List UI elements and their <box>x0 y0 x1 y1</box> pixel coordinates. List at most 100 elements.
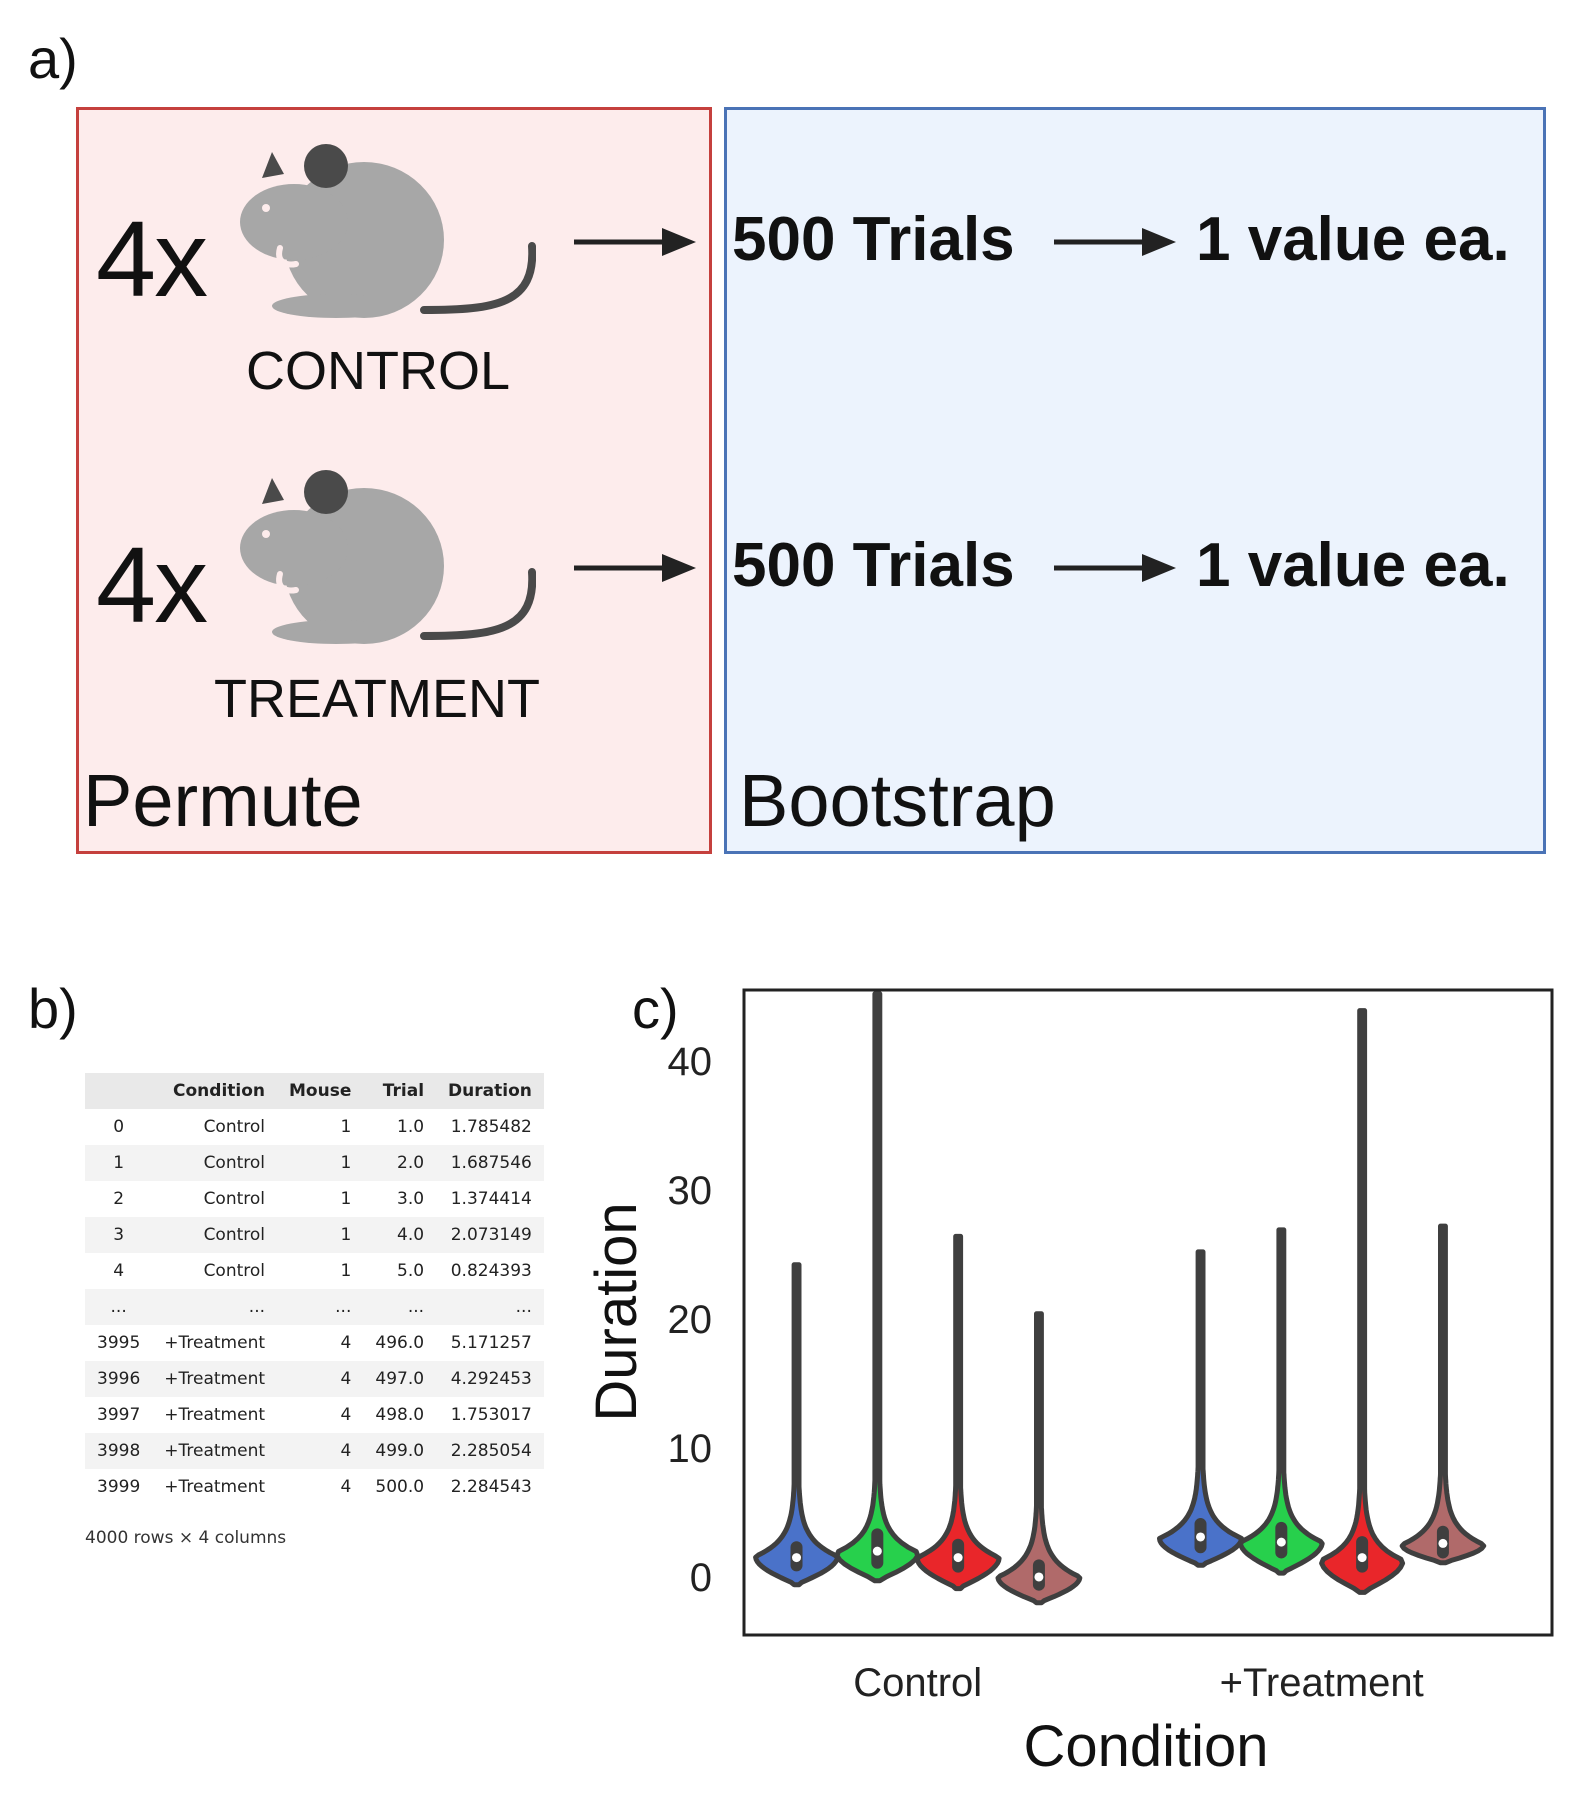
violin-body <box>1157 1249 1244 1568</box>
table-cell: ... <box>277 1289 364 1325</box>
table-row: 3995 +Treatment 4 496.0 5.171257 <box>85 1325 544 1361</box>
panel-a-letter: a) <box>28 27 78 90</box>
treatment-label: TREATMENT <box>214 669 540 729</box>
row-index: 0 <box>113 1117 125 1137</box>
row-index: 4 <box>113 1261 125 1281</box>
table-cell: 1.753017 <box>450 1405 532 1425</box>
mouse-icon <box>240 470 536 644</box>
control-trials: 500 Trials <box>732 205 1015 274</box>
table-row: 3997 +Treatment 4 498.0 1.753017 <box>85 1397 544 1433</box>
table-cell: 4 <box>340 1333 352 1353</box>
table-row: 4 Control 1 5.0 0.824393 <box>85 1253 544 1289</box>
table-cell: 497.0 <box>363 1361 437 1397</box>
table-cell: 2.284543 <box>450 1477 532 1497</box>
table-cell: 498.0 <box>375 1405 425 1425</box>
column-header: Mouse <box>277 1073 364 1109</box>
table-row: ............... <box>85 1289 544 1325</box>
x-tick-label: Control <box>853 1661 982 1705</box>
arrow-right-icon <box>1054 554 1176 582</box>
violin-body <box>834 991 921 1584</box>
violin-body <box>1399 1223 1487 1566</box>
row-index: 3998 <box>85 1433 153 1469</box>
panel-b-letter: b) <box>28 977 78 1040</box>
violin-median-point <box>1276 1537 1286 1547</box>
row-index: 3997 <box>97 1405 141 1425</box>
table-header-row: Condition Mouse Trial Duration <box>85 1073 544 1109</box>
table-cell: Control <box>203 1117 266 1137</box>
table-shape-caption: 4000 rows × 4 columns <box>85 1528 287 1548</box>
table-cell: Control <box>203 1261 266 1281</box>
arrow-right-icon <box>574 228 696 256</box>
table-cell: 4 <box>340 1477 352 1497</box>
table-cell: ... <box>436 1289 544 1325</box>
violin-body <box>753 1262 840 1588</box>
table-cell: 4.0 <box>363 1217 437 1253</box>
treatment-count: 4x <box>96 524 208 645</box>
control-count: 4x <box>96 198 208 319</box>
treatment-result: 1 value ea. <box>1196 531 1510 600</box>
violin-body <box>1319 1008 1406 1595</box>
table-cell: 5.171257 <box>450 1333 532 1353</box>
table-cell: 5.0 <box>397 1261 425 1281</box>
violin-median-point <box>1357 1553 1367 1563</box>
y-tick-label: 0 <box>690 1556 712 1600</box>
row-index: 1 <box>85 1145 153 1181</box>
table-cell: +Treatment <box>164 1405 266 1425</box>
table-cell: 4 <box>277 1361 364 1397</box>
y-tick-label: 20 <box>668 1298 713 1342</box>
table-cell: 1.0 <box>397 1117 425 1137</box>
table-cell: 1 <box>277 1217 364 1253</box>
column-header: Duration <box>436 1073 544 1109</box>
arrow-right-icon <box>574 554 696 582</box>
bootstrap-box: Bootstrap <box>724 107 1546 854</box>
violin-body <box>995 1311 1083 1606</box>
table-cell: +Treatment <box>164 1477 266 1497</box>
y-tick-label: 10 <box>668 1427 713 1471</box>
table-cell: 2.285054 <box>436 1433 544 1469</box>
table-row: 3 Control 1 4.0 2.073149 <box>85 1217 544 1253</box>
y-tick-label: 30 <box>668 1169 713 1213</box>
table-cell: 496.0 <box>375 1333 425 1353</box>
row-index: 3995 <box>97 1333 141 1353</box>
table-cell: +Treatment <box>152 1433 278 1469</box>
violin-marks <box>753 991 1487 1606</box>
table-cell: 2.073149 <box>436 1217 544 1253</box>
table-cell: 500.0 <box>375 1477 425 1497</box>
row-index: ... <box>85 1289 153 1325</box>
violin-median-point <box>1196 1532 1206 1542</box>
x-ticks: Control +Treatment <box>853 1661 1424 1705</box>
table-cell: 2.0 <box>363 1145 437 1181</box>
table-row: 3996 +Treatment 4 497.0 4.292453 <box>85 1361 544 1397</box>
table-cell: +Treatment <box>152 1361 278 1397</box>
violin-body <box>914 1233 1002 1592</box>
y-axis-title: Duration <box>584 1202 649 1421</box>
control-result: 1 value ea. <box>1196 205 1510 274</box>
violin-median-point <box>872 1546 882 1556</box>
table-row: 3998 +Treatment 4 499.0 2.285054 <box>85 1433 544 1469</box>
x-axis-title: Condition <box>1023 1714 1268 1779</box>
treatment-trials: 500 Trials <box>732 531 1015 600</box>
plot-frame <box>742 988 1554 1637</box>
table-cell: +Treatment <box>164 1333 266 1353</box>
row-index: 2 <box>113 1189 125 1209</box>
violin-median-point <box>792 1553 802 1563</box>
control-label: CONTROL <box>246 341 511 401</box>
y-tick-label: 40 <box>668 1040 713 1084</box>
table-cell: 1 <box>340 1117 352 1137</box>
row-index: 3999 <box>97 1477 141 1497</box>
table-cell: 1 <box>277 1145 364 1181</box>
table-row: 0 Control 1 1.0 1.785482 <box>85 1109 544 1145</box>
row-index: 3996 <box>85 1361 153 1397</box>
table-cell: 499.0 <box>363 1433 437 1469</box>
table-cell: Control <box>152 1217 278 1253</box>
row-index: 3 <box>85 1217 153 1253</box>
table-cell: 1.374414 <box>450 1189 532 1209</box>
table-row: 2 Control 1 3.0 1.374414 <box>85 1181 544 1217</box>
table-cell: 3.0 <box>397 1189 425 1209</box>
panel-c-letter: c) <box>632 977 679 1040</box>
table-cell: ... <box>363 1289 437 1325</box>
violin-median-point <box>1438 1538 1448 1548</box>
table-cell: 1 <box>340 1261 352 1281</box>
bootstrap-label: Bootstrap <box>739 759 1056 842</box>
